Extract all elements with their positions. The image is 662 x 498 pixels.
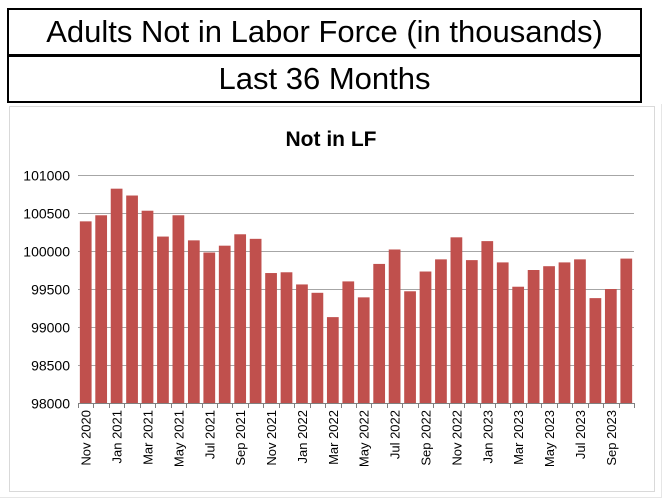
- x-tick-label: May 2022: [357, 410, 372, 467]
- x-tick-label: Jul 2023: [573, 410, 588, 459]
- x-tick-label: Jul 2022: [388, 410, 403, 459]
- chart-title: Not in LF: [286, 128, 377, 151]
- y-tick-label: 98000: [31, 396, 70, 412]
- bar: [450, 237, 463, 403]
- x-tick-label: Jan 2022: [295, 410, 310, 464]
- y-axis-tick-labels: 98000 98500 99000 99500 100000 100500 101000: [23, 168, 70, 412]
- bar: [311, 292, 324, 403]
- bar: [342, 281, 355, 403]
- x-tick-label: Sep 2021: [233, 410, 248, 466]
- bar: [296, 284, 308, 403]
- bar: [218, 245, 231, 403]
- bar: [326, 317, 339, 403]
- bar: [141, 210, 154, 403]
- x-tick-label: Jul 2021: [202, 410, 217, 459]
- x-tick-label: May 2021: [171, 410, 186, 467]
- page-subtitle: Last 36 Months: [218, 61, 431, 96]
- x-tick-label: Nov 2022: [449, 410, 464, 466]
- bar: [404, 291, 416, 403]
- bar: [620, 258, 633, 403]
- bar: [280, 272, 293, 403]
- bar: [558, 262, 571, 403]
- bar: [187, 240, 200, 403]
- x-tick-label: Nov 2020: [79, 410, 94, 466]
- bar: [203, 252, 216, 403]
- bar: [110, 188, 123, 403]
- bar: [234, 234, 247, 403]
- gridlines: [78, 175, 634, 366]
- bar: [604, 289, 617, 403]
- bar: [465, 260, 478, 403]
- bar: [95, 215, 108, 403]
- bar: [543, 266, 555, 403]
- x-tick-label: Jan 2021: [110, 410, 125, 464]
- y-tick-label: 98500: [31, 358, 70, 374]
- bar: [496, 262, 509, 403]
- x-tick-label: Sep 2023: [604, 410, 619, 466]
- bar: [357, 297, 370, 403]
- x-tick-label: Mar 2023: [511, 410, 526, 465]
- y-tick-label: 100000: [23, 244, 70, 260]
- x-tick-label: Mar 2021: [141, 410, 156, 465]
- bar: [126, 195, 138, 403]
- bar: [249, 238, 262, 403]
- page-title-cell[interactable]: Adults Not in Labor Force (in thousands): [7, 8, 642, 56]
- bar: [512, 286, 525, 403]
- x-tick-label: Jan 2023: [480, 410, 495, 464]
- x-tick-label: May 2023: [542, 410, 557, 467]
- bar: [435, 259, 447, 403]
- bar: [419, 271, 432, 403]
- bar: [265, 273, 277, 403]
- y-tick-label: 100500: [23, 206, 70, 222]
- bar: [79, 221, 92, 403]
- x-axis-tick-labels: Nov 2020 Jan 2021 Mar 2021 May 2021 Jul 2021…: [79, 410, 619, 467]
- y-tick-label: 99500: [31, 282, 70, 298]
- x-tick-label: Sep 2022: [419, 410, 434, 466]
- page-subtitle-cell[interactable]: Last 36 Months: [7, 55, 642, 103]
- bar: [589, 298, 602, 403]
- y-tick-label: 101000: [23, 168, 70, 184]
- bar: [373, 263, 386, 403]
- x-tick-label: Nov 2021: [264, 410, 279, 466]
- bar: [527, 270, 540, 403]
- bar: [157, 236, 169, 403]
- bars-series: [79, 188, 633, 403]
- bar: [172, 215, 185, 403]
- y-tick-label: 99000: [31, 320, 70, 336]
- bar: [481, 241, 494, 403]
- axes: [78, 403, 635, 408]
- x-tick-label: Mar 2022: [326, 410, 341, 465]
- page-title: Adults Not in Labor Force (in thousands): [46, 14, 603, 49]
- bar: [388, 249, 401, 403]
- bar: [574, 259, 586, 403]
